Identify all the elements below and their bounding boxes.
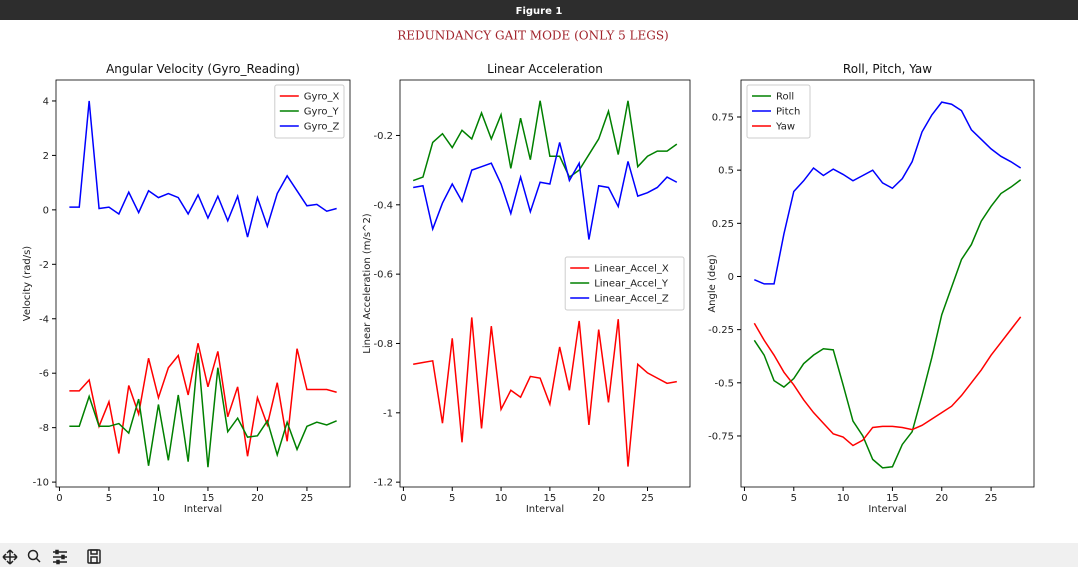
data-line (69, 343, 337, 457)
legend-label: Gyro_X (304, 92, 340, 103)
y-tick-label: -0.4 (373, 200, 393, 211)
y-tick-label: 4 (43, 96, 49, 107)
y-tick-label: 0.75 (712, 113, 734, 124)
y-tick-label: -0.75 (708, 431, 734, 442)
chart-title: Roll, Pitch, Yaw (843, 62, 932, 76)
x-tick-label: 0 (400, 493, 406, 504)
x-tick-label: 25 (985, 493, 998, 504)
x-tick-label: 10 (152, 493, 165, 504)
data-line (413, 142, 678, 240)
y-tick-label: -6 (39, 369, 49, 380)
plot-area (56, 80, 350, 487)
x-tick-label: 15 (886, 493, 899, 504)
data-line (754, 101, 1022, 285)
legend-label: Linear_Accel_Y (594, 279, 669, 290)
x-tick-label: 5 (106, 493, 112, 504)
y-tick-label: -2 (39, 260, 49, 271)
legend-label: Linear_Accel_Z (594, 294, 669, 305)
x-tick-label: 5 (449, 493, 455, 504)
x-tick-label: 5 (791, 493, 797, 504)
x-tick-label: 25 (301, 493, 314, 504)
legend-label: Yaw (775, 122, 795, 133)
y-tick-label: 0.25 (712, 219, 734, 230)
y-tick-label: -0.25 (708, 325, 734, 336)
zoom-button[interactable] (27, 549, 41, 563)
plot-frame (399, 79, 691, 488)
y-tick-label: -10 (33, 478, 49, 489)
y-tick-label: -0.5 (714, 378, 734, 389)
pan-button[interactable] (2, 549, 18, 565)
toolbar-icons (2, 549, 101, 565)
y-tick-label: -1 (383, 408, 393, 419)
toolbar (0, 543, 1078, 567)
plot-area (741, 80, 1034, 487)
data-line (753, 316, 1022, 447)
x-tick-label: 0 (741, 493, 747, 504)
y-tick-label: -8 (39, 423, 49, 434)
suptitle: REDUNDANCY GAIT MODE (ONLY 5 LEGS) (397, 29, 669, 43)
y-axis-label: Angle (deg) (707, 254, 718, 312)
plot-frame (740, 79, 1035, 488)
x-tick-label: 15 (544, 493, 557, 504)
legend-label: Gyro_Y (304, 107, 340, 118)
x-tick-label: 20 (251, 493, 264, 504)
y-tick-label: -4 (39, 314, 49, 325)
configure-button[interactable] (53, 549, 67, 565)
data-line (753, 179, 1022, 469)
x-tick-label: 20 (935, 493, 948, 504)
legend-label: Linear_Accel_X (594, 264, 669, 275)
y-tick-label: -1.2 (373, 478, 393, 489)
window-title: Figure 1 (516, 6, 563, 17)
data-line (69, 100, 337, 238)
x-axis-label: Interval (184, 504, 222, 515)
x-axis-label: Interval (868, 504, 906, 515)
y-tick-label: 2 (43, 151, 49, 162)
legend-box (746, 84, 811, 139)
save-button[interactable] (87, 549, 101, 564)
y-tick-label: -0.6 (373, 270, 393, 281)
legend-label: Roll (776, 92, 794, 103)
y-tick-label: -0.8 (373, 339, 393, 350)
x-tick-label: 15 (202, 493, 215, 504)
y-tick-label: 0.5 (718, 166, 734, 177)
x-tick-label: 0 (56, 493, 62, 504)
legend-box (564, 256, 685, 311)
plot-frame (55, 79, 351, 488)
y-tick-label: -0.2 (373, 131, 393, 142)
legend-box (274, 84, 345, 139)
x-tick-label: 10 (837, 493, 850, 504)
y-tick-label: 0 (43, 205, 49, 216)
chart-title: Angular Velocity (Gyro_Reading) (106, 62, 300, 76)
data-line (69, 352, 337, 468)
legend-label: Pitch (776, 107, 800, 118)
y-axis-label: Linear Acceleration (m/s^2) (362, 213, 373, 354)
title-bar (0, 0, 1078, 20)
data-line (412, 100, 678, 182)
x-tick-label: 10 (495, 493, 508, 504)
y-axis-label: Velocity (rad/s) (22, 246, 33, 321)
x-axis-label: Interval (526, 504, 564, 515)
chart-title: Linear Acceleration (487, 62, 603, 76)
y-tick-label: 0 (728, 272, 734, 283)
legend-label: Gyro_Z (304, 122, 340, 133)
x-tick-label: 25 (641, 493, 654, 504)
data-line (413, 317, 677, 467)
x-tick-label: 20 (592, 493, 605, 504)
